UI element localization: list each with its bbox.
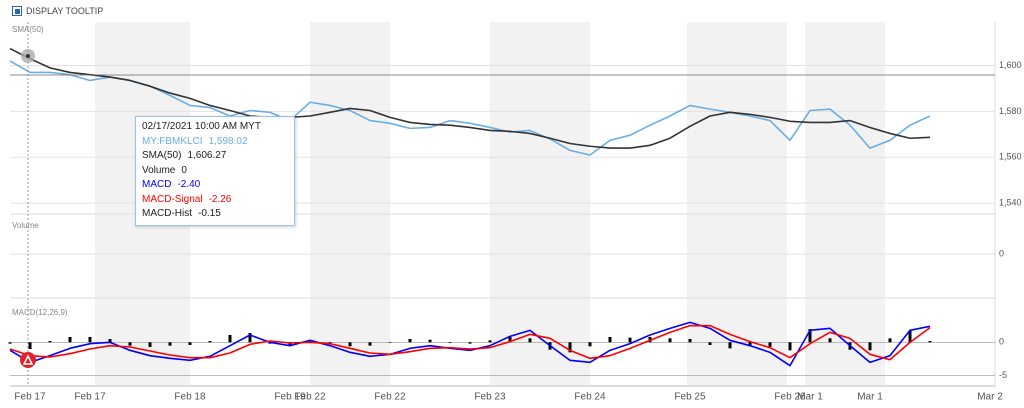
- histogram-bar: [528, 338, 532, 343]
- tooltip-value: 0: [181, 164, 187, 176]
- histogram-bar: [448, 342, 452, 343]
- histogram-bar: [488, 340, 492, 343]
- y-tick-label: 1,540: [999, 197, 1022, 207]
- histogram-bar: [128, 342, 132, 346]
- histogram-bar: [308, 340, 312, 343]
- tooltip-row: MY:FBMKLCI 1,598.02: [142, 135, 288, 150]
- histogram-bar: [768, 342, 772, 347]
- histogram-bar: [608, 337, 612, 343]
- tooltip-value: -2.40: [177, 179, 201, 190]
- tooltip-value: -0.15: [198, 208, 221, 219]
- histogram-bar: [588, 342, 592, 347]
- tooltip-row: MACD -2.40: [142, 178, 288, 193]
- histogram-bar: [8, 342, 12, 344]
- histogram-bar: [428, 339, 432, 343]
- checkbox-label[interactable]: DISPLAY TOOLTIP: [26, 6, 104, 16]
- crosshair-dot: [26, 54, 30, 58]
- x-tick-label: Feb 22: [374, 392, 406, 403]
- histogram-bar: [788, 342, 792, 351]
- series-line: [9, 324, 931, 361]
- y-tick-label: 1,560: [999, 152, 1022, 162]
- y-tick-label: 1,580: [999, 106, 1022, 116]
- histogram-bar: [628, 337, 632, 343]
- histogram-bar: [48, 341, 52, 343]
- tooltip-label: MACD-Hist: [142, 208, 192, 219]
- pane-title: SMA(50): [12, 25, 44, 34]
- tooltip-row: SMA(50) 1,606.27: [142, 149, 288, 164]
- histogram-bar: [568, 342, 572, 353]
- tooltip-value: -2.26: [208, 193, 232, 205]
- plot-layer: SMA(50) 1,540 1,560 1,580 1,600 Volume 0 MACD(1…: [8, 25, 1022, 403]
- x-tick-label: Feb 22: [294, 392, 326, 403]
- tooltip-row: MACD-Signal -2.26: [142, 193, 288, 208]
- x-tick-label: Feb 17: [14, 392, 46, 403]
- pane-title: MACD(12,26,9): [12, 308, 68, 317]
- x-tick-label: Feb 26: [774, 392, 806, 403]
- histogram-bar: [108, 339, 112, 343]
- histogram-bar: [808, 329, 812, 343]
- tooltip-rows: MY:FBMKLCI 1,598.02 SMA(50) 1,606.27 Volume 0…: [142, 135, 288, 222]
- x-tick-label: Mar 1: [797, 392, 823, 403]
- tooltip-label: MY:FBMKLCI: [142, 135, 203, 147]
- histogram-bar: [28, 342, 32, 349]
- tooltip-value: 1,606.27: [187, 150, 227, 161]
- series-line: [9, 321, 931, 367]
- histogram-bar: [208, 341, 212, 343]
- histogram-bar: [728, 342, 732, 349]
- histogram-bar: [408, 339, 412, 343]
- histogram-bar: [188, 342, 192, 345]
- checkbox[interactable]: [12, 6, 22, 16]
- x-tick-label: Feb 25: [674, 392, 706, 403]
- histogram-bar: [668, 338, 672, 343]
- histogram-bar: [508, 337, 512, 343]
- series-line: [9, 47, 931, 149]
- x-tick-label: Feb 23: [474, 392, 506, 403]
- tooltip-label: SMA(50): [142, 150, 182, 161]
- event-icon: [22, 354, 34, 365]
- tooltip-value: 1,598.02: [208, 135, 248, 147]
- histogram-bar: [228, 335, 232, 343]
- histogram-bar: [748, 342, 752, 347]
- histogram-bar: [348, 342, 352, 347]
- histogram-bar: [68, 337, 72, 343]
- x-tick-label: Mar 1: [857, 392, 883, 403]
- histogram-bar: [388, 342, 392, 343]
- tooltip-row: MACD-Hist -0.15: [142, 207, 288, 222]
- x-tick-label: Mar 2: [977, 392, 1003, 403]
- x-tick-label: Feb 24: [574, 392, 606, 403]
- histogram-bar: [88, 337, 92, 343]
- x-tick-label: Feb 19: [274, 392, 306, 403]
- y-tick-label: -5: [999, 370, 1007, 380]
- tooltip-row: Volume 0: [142, 164, 288, 179]
- histogram-bar: [148, 342, 152, 347]
- histogram-bar: [868, 342, 872, 351]
- y-tick-label: 1,600: [999, 60, 1022, 70]
- histogram-bar: [248, 333, 252, 343]
- histogram-bar: [368, 342, 372, 346]
- histogram-bar: [168, 342, 172, 346]
- series-line: [9, 60, 931, 156]
- histogram-bar: [888, 338, 892, 343]
- tooltip-label: MACD-Signal: [142, 193, 203, 205]
- histogram-bar: [908, 330, 912, 343]
- tooltip-label: Volume: [142, 164, 176, 176]
- histogram-bar: [708, 342, 712, 345]
- tooltip: 02/17/2021 10:00 AM MYT MY:FBMKLCI 1,598.…: [135, 116, 295, 226]
- x-tick-label: Feb 18: [174, 392, 206, 403]
- histogram-bar: [928, 341, 932, 343]
- pane-title: Volume: [12, 221, 39, 230]
- tooltip-label: MACD: [142, 179, 172, 190]
- y-tick-label: 0: [999, 337, 1004, 347]
- histogram-bar: [828, 338, 832, 343]
- histogram-bar: [468, 342, 472, 344]
- toolbar[interactable]: DISPLAY TOOLTIP: [12, 6, 103, 16]
- histogram-bar: [688, 339, 692, 343]
- y-tick-label: 0: [999, 248, 1004, 258]
- x-tick-label: Feb 17: [74, 392, 106, 403]
- tooltip-date: 02/17/2021 10:00 AM MYT: [142, 121, 261, 132]
